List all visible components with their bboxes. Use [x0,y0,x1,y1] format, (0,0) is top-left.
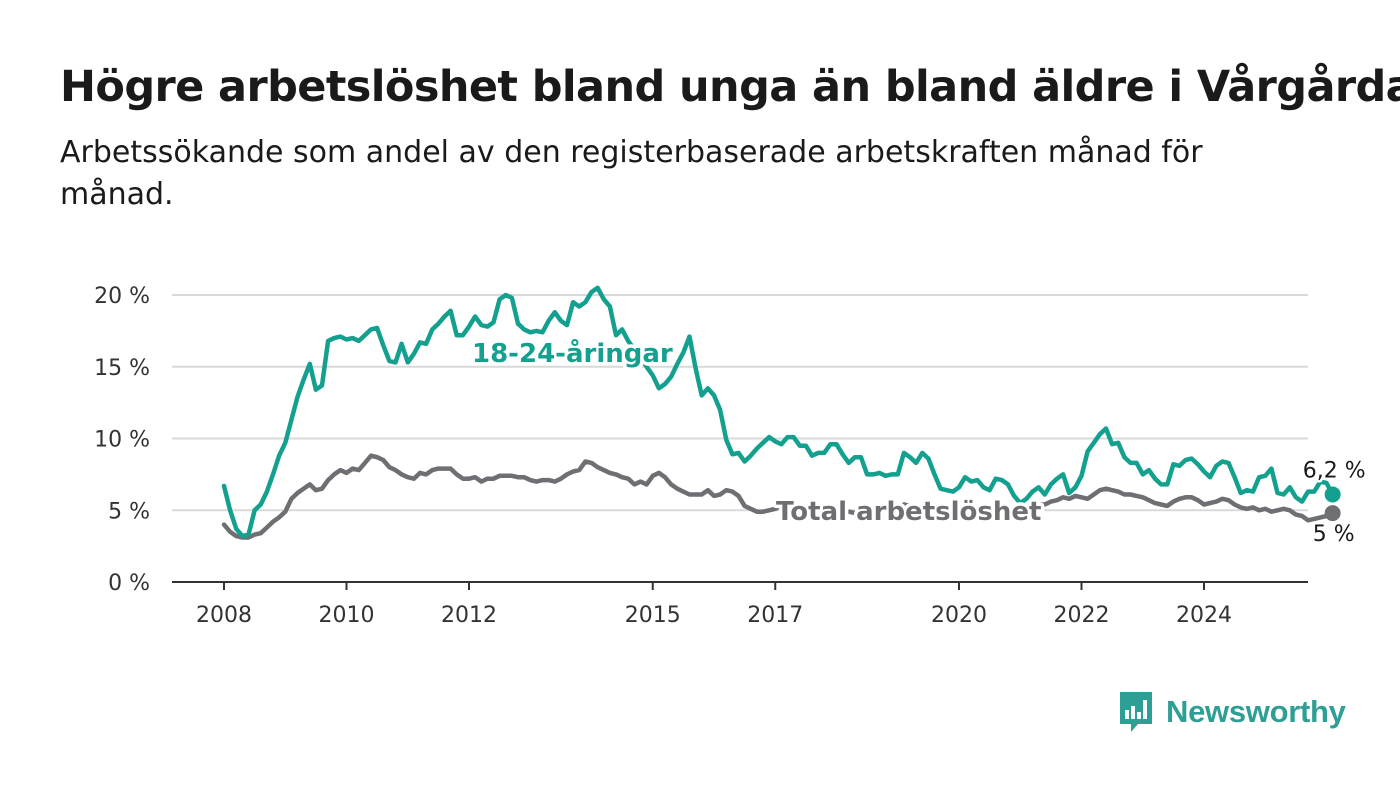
y-tick-label: 10 % [94,428,150,453]
series-labels: 18-24-åringar Total arbetslöshet 6,2 % 5 % [469,334,1369,550]
x-tick-label: 2008 [196,603,252,628]
series-line-total [221,453,1335,540]
y-tick-label: 0 % [108,571,150,596]
series-label-youth: 18-24-åringar [472,337,673,369]
x-axis-ticks: 2008 2010 2012 2015 2017 2020 2022 2024 [196,582,1232,628]
end-point-total [1324,505,1341,522]
y-gridlines [172,294,1308,512]
x-tick-label: 2010 [319,603,375,628]
x-tick-label: 2024 [1176,603,1232,628]
y-tick-label: 15 % [94,356,150,381]
series-line-youth [221,285,1335,539]
y-axis-ticks: 0 % 5 % 10 % 15 % 20 % [94,284,150,596]
end-point-youth [1324,486,1341,503]
x-tick-label: 2020 [931,603,987,628]
x-tick-label: 2022 [1054,603,1110,628]
x-tick-label: 2017 [747,603,803,628]
chart-subtitle: Arbetssökande som andel av den registerb… [60,135,1203,212]
y-tick-label: 5 % [108,499,150,524]
chart-title: Högre arbetslöshet bland unga än bland ä… [60,62,1400,112]
newsworthy-logo: Newsworthy [1118,690,1346,734]
x-tick-label: 2012 [441,603,497,628]
brand-name: Newsworthy [1166,694,1346,729]
y-tick-label: 20 % [94,284,150,309]
x-tick-label: 2015 [625,603,681,628]
series-group [221,285,1341,540]
end-label-total: 5 % [1313,522,1355,547]
newsworthy-bar-chart-icon [1120,692,1152,732]
end-label-youth: 6,2 % [1303,458,1366,483]
series-label-total: Total arbetslöshet [776,497,1041,527]
